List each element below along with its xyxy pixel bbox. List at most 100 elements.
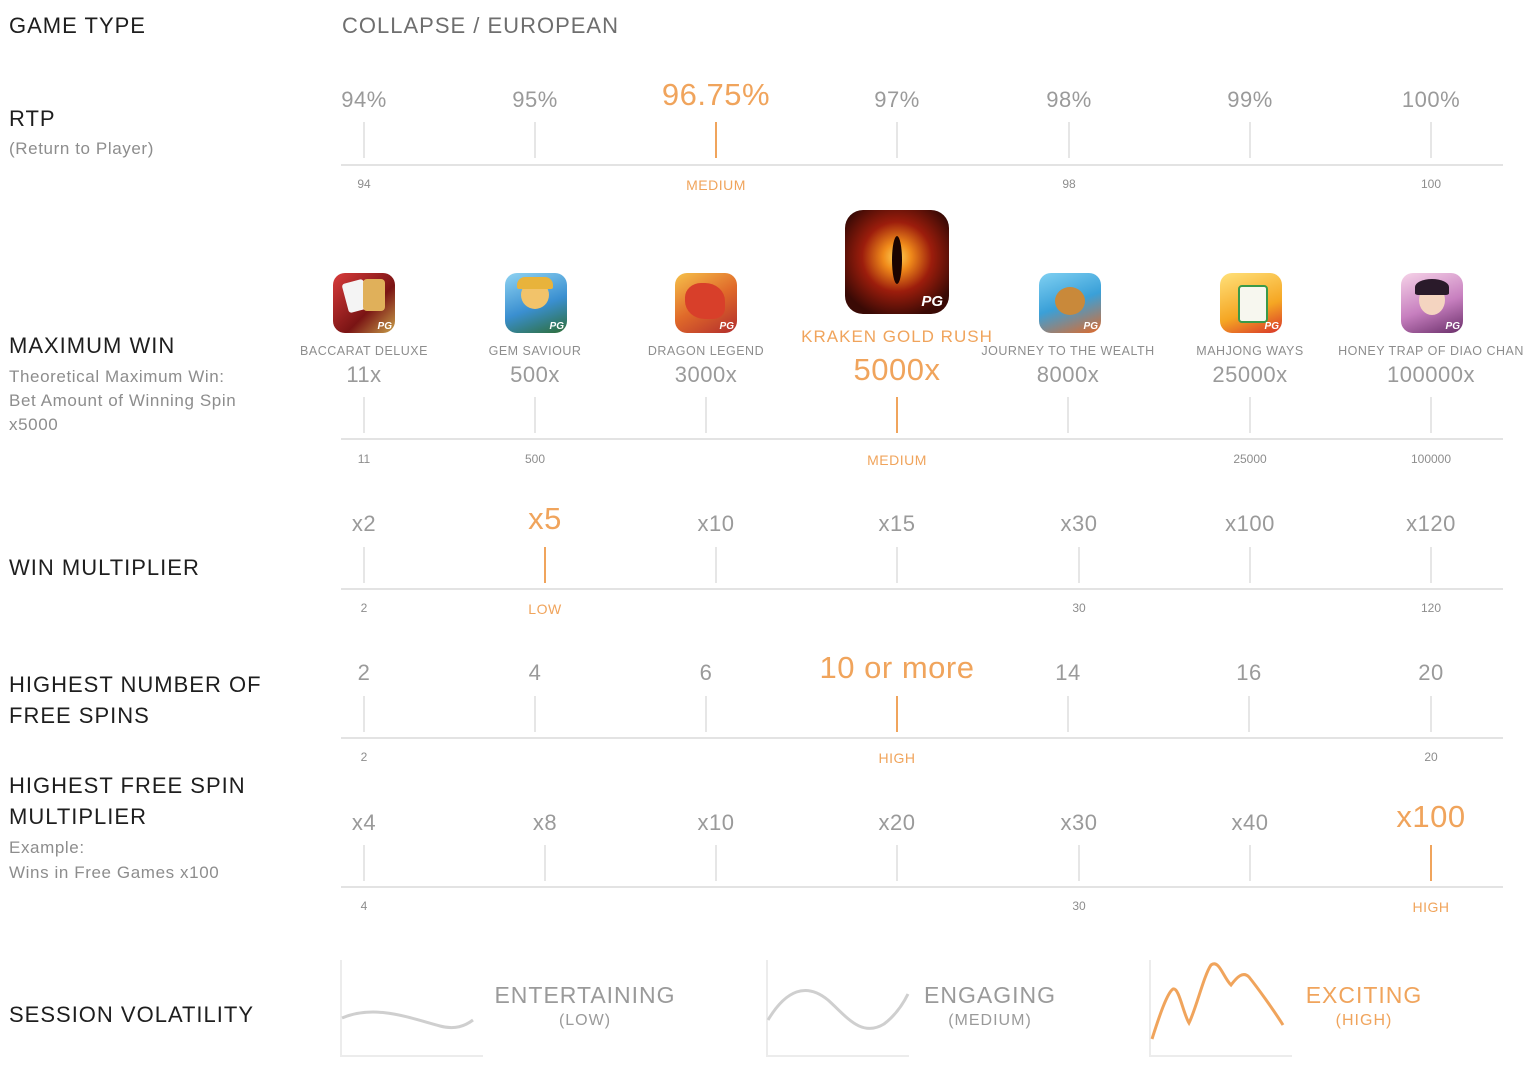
- baccarat-deluxe-icon[interactable]: PG: [333, 273, 395, 333]
- rtp-mark-min: 94: [357, 177, 371, 191]
- win-multiplier-tick: [1078, 547, 1080, 583]
- rtp-mark-mid: 98: [1062, 177, 1076, 191]
- max-win-subtitle-2: Bet Amount of Winning Spin: [9, 391, 237, 410]
- free-spin-multiplier-subtitle-2: Wins in Free Games x100: [9, 863, 220, 882]
- free-spins-mark: 2: [360, 750, 368, 764]
- free-spin-multiplier-label-2: MULTIPLIER: [9, 804, 147, 829]
- volatility-sub-low: (LOW): [558, 1012, 612, 1029]
- rtp-mark-max: 100: [1420, 177, 1442, 191]
- hero-hair-shape: [517, 277, 553, 289]
- volatility-sub-medium: (MEDIUM): [948, 1012, 1032, 1029]
- free-spins-tick: [363, 696, 365, 732]
- volatility-name-low: ENTERTAINING: [494, 982, 676, 1008]
- free-spins-value: 2: [357, 660, 371, 685]
- pg-badge: PG: [377, 321, 392, 332]
- free-spin-multiplier-tick: [544, 845, 546, 881]
- free-spins-tick-selected: [896, 696, 898, 732]
- free-spin-multiplier-axis: [341, 886, 1503, 888]
- free-spins-axis: [341, 737, 1503, 739]
- max-win-axis: [341, 438, 1503, 440]
- free-spin-multiplier-value: x30: [1060, 810, 1098, 835]
- free-spins-value-selected: 10 or more: [819, 650, 975, 685]
- max-win-tick-selected: [896, 397, 898, 433]
- journey-to-the-wealth-icon[interactable]: PG: [1039, 273, 1101, 333]
- game-type-label: GAME TYPE: [9, 13, 146, 38]
- max-win-tick: [1249, 397, 1251, 433]
- rtp-value-95: 95%: [512, 87, 558, 112]
- max-win-subtitle-1: Theoretical Maximum Win:: [9, 367, 225, 386]
- max-win-value: 100000x: [1387, 362, 1475, 387]
- free-spin-multiplier-value: x40: [1231, 810, 1269, 835]
- free-spin-multiplier-tick: [896, 845, 898, 881]
- max-win-tick: [1430, 397, 1432, 433]
- free-spin-multiplier-value: x20: [878, 810, 916, 835]
- pg-badge: PG: [719, 321, 734, 332]
- win-multiplier-value: x120: [1406, 511, 1456, 536]
- free-spins-label-1: HIGHEST NUMBER OF: [9, 672, 262, 697]
- free-spin-multiplier-mark: 30: [1072, 899, 1086, 913]
- free-spins-tick: [534, 696, 536, 732]
- free-spins-mark: 20: [1424, 750, 1438, 764]
- win-multiplier-value-selected: x5: [528, 501, 562, 536]
- max-win-value: 3000x: [674, 362, 738, 387]
- max-win-mark-level: MEDIUM: [867, 452, 927, 468]
- free-spin-multiplier-tick-selected: [1430, 845, 1432, 881]
- free-spin-multiplier-value: x8: [532, 810, 558, 835]
- free-spin-multiplier-mark: 4: [360, 899, 368, 913]
- free-spins-tick: [1430, 696, 1432, 732]
- max-win-tick: [1067, 397, 1069, 433]
- max-win-value: 500x: [510, 362, 560, 387]
- honey-trap-of-diao-chan-icon[interactable]: PG: [1401, 273, 1463, 333]
- low-volatility-wave-icon: [340, 960, 483, 1057]
- win-multiplier-tick-selected: [544, 547, 546, 583]
- free-spins-mark-level: HIGH: [878, 750, 916, 766]
- rtp-value-100: 100%: [1401, 87, 1461, 112]
- win-multiplier-value: x10: [697, 511, 735, 536]
- rtp-label: RTP: [9, 106, 56, 131]
- rtp-tick: [363, 122, 365, 158]
- max-win-subtitle-3: x5000: [9, 415, 59, 434]
- volatility-sub-high: (HIGH): [1335, 1012, 1393, 1029]
- rtp-mark-level: MEDIUM: [686, 177, 746, 193]
- win-multiplier-tick: [1430, 547, 1432, 583]
- free-spins-label-2: FREE SPINS: [9, 703, 150, 728]
- free-spins-value: 14: [1055, 660, 1081, 685]
- dragon-shape: [685, 283, 725, 319]
- max-win-value: 11x: [346, 362, 382, 387]
- win-multiplier-label: WIN MULTIPLIER: [9, 555, 200, 580]
- free-spin-multiplier-tick: [363, 845, 365, 881]
- rtp-value-selected: 96.75%: [661, 77, 771, 112]
- kraken-gold-rush-icon[interactable]: PG: [845, 210, 949, 314]
- rtp-tick: [1068, 122, 1070, 158]
- mahjong-tile-shape: [1238, 285, 1268, 323]
- rtp-tick-selected: [715, 122, 717, 158]
- max-win-value-selected: 5000x: [853, 352, 941, 387]
- game-name-kraken-gold-rush: KRAKEN GOLD RUSH: [801, 327, 993, 346]
- dragon-legend-icon[interactable]: PG: [675, 273, 737, 333]
- rtp-tick: [1249, 122, 1251, 158]
- win-multiplier-value: x100: [1225, 511, 1275, 536]
- rtp-subtitle: (Return to Player): [9, 139, 154, 158]
- win-multiplier-mark: 2: [360, 601, 368, 615]
- free-spin-multiplier-value: x10: [697, 810, 735, 835]
- mahjong-ways-icon[interactable]: PG: [1220, 273, 1282, 333]
- max-win-value: 8000x: [1036, 362, 1100, 387]
- rtp-value-98: 98%: [1046, 87, 1092, 112]
- max-win-tick: [363, 397, 365, 433]
- free-spins-tick: [1248, 696, 1250, 732]
- volatility-name-high: EXCITING: [1305, 982, 1423, 1008]
- rtp-tick: [1430, 122, 1432, 158]
- game-type-value: COLLAPSE / EUROPEAN: [342, 13, 619, 38]
- gem-saviour-icon[interactable]: PG: [505, 273, 567, 333]
- pg-badge: PG: [549, 321, 564, 332]
- win-multiplier-tick: [896, 547, 898, 583]
- rtp-axis: [341, 164, 1503, 166]
- max-win-label: MAXIMUM WIN: [9, 333, 176, 358]
- free-spins-value: 20: [1418, 660, 1444, 685]
- win-multiplier-tick: [715, 547, 717, 583]
- rtp-value-94: 94%: [341, 87, 387, 112]
- pg-badge: PG: [1083, 321, 1098, 332]
- max-win-value: 25000x: [1212, 362, 1288, 387]
- game-name-baccarat-deluxe: BACCARAT DELUXE: [300, 344, 428, 358]
- medium-volatility-wave-icon: [766, 960, 910, 1057]
